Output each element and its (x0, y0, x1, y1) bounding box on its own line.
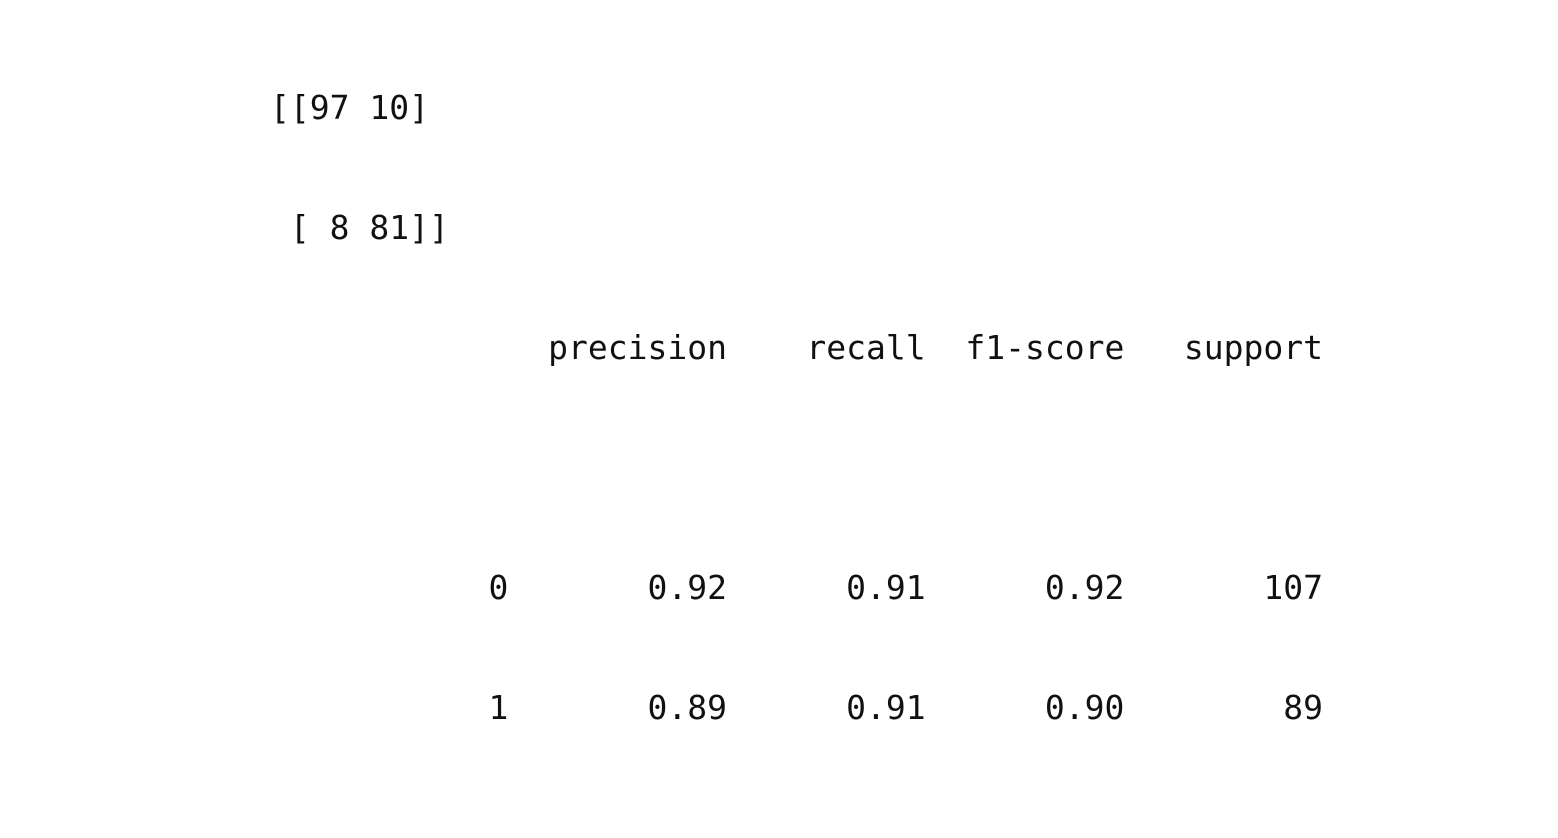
report-row-class-1: 1 0.89 0.91 0.90 89 (270, 688, 1323, 727)
classification-output: [[97 10] [ 8 81]] precision recall f1-sc… (270, 8, 1323, 838)
blank-line (270, 808, 1323, 838)
confusion-matrix-row-2: [ 8 81]] (270, 208, 449, 247)
report-header: precision recall f1-score support (270, 328, 1323, 367)
blank-line (270, 448, 1323, 488)
report-row-class-0: 0 0.92 0.91 0.92 107 (270, 568, 1323, 607)
confusion-matrix-row-1: [[97 10] (270, 88, 429, 127)
